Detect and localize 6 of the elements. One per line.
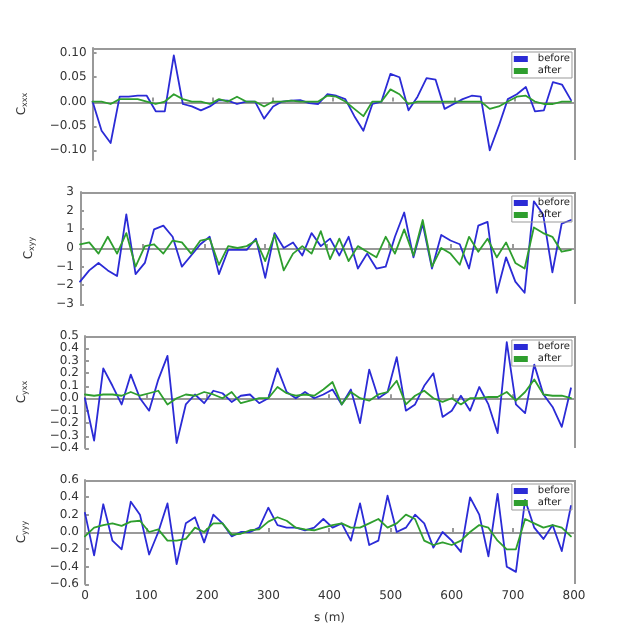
- line-series: [84, 341, 572, 444]
- line-series: [84, 378, 572, 406]
- line-series: [91, 54, 572, 152]
- line-series: [91, 88, 572, 118]
- line-series: [84, 513, 572, 551]
- line-series: [79, 219, 572, 272]
